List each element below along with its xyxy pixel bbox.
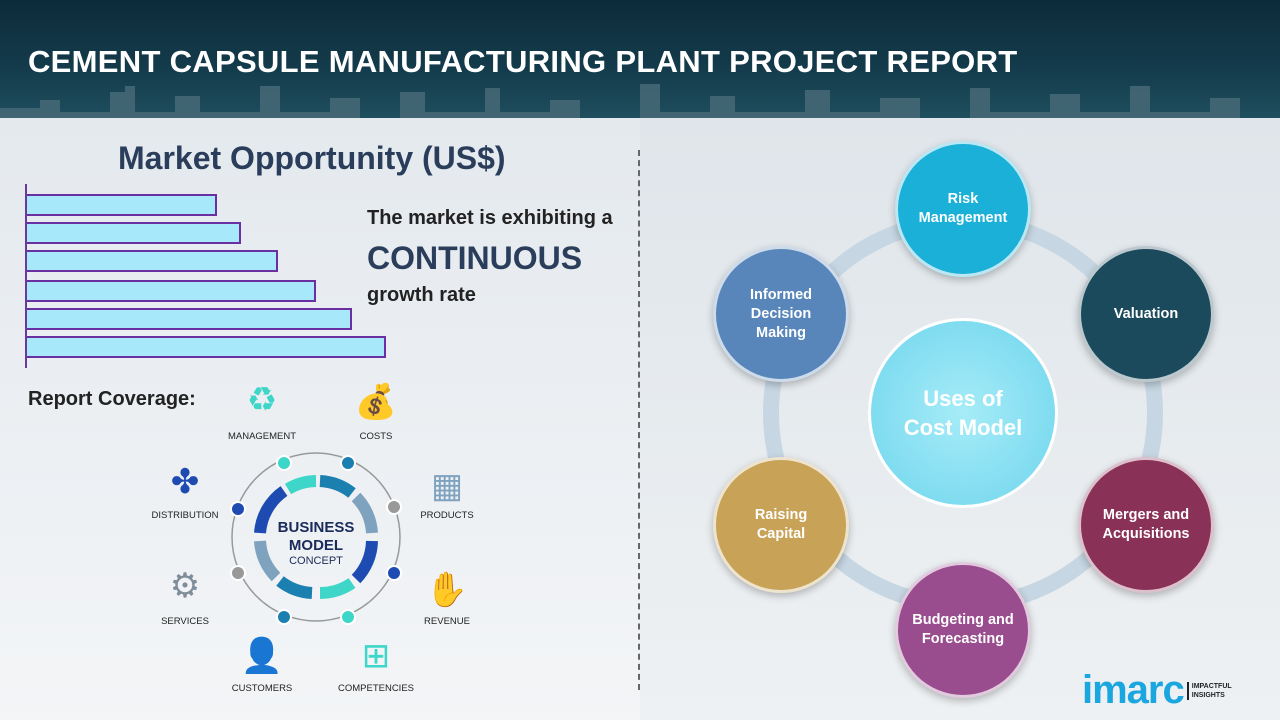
hierarchy-icon: ⊞ xyxy=(361,637,391,675)
use-circle: Budgeting and Forecasting xyxy=(895,562,1031,698)
market-bar xyxy=(27,336,386,358)
market-bar xyxy=(27,222,241,244)
user-icon: 👤 xyxy=(240,637,284,675)
coverage-revenue: REVENUE xyxy=(424,616,470,627)
logo-word: imarc xyxy=(1082,668,1185,712)
use-circle: Risk Management xyxy=(895,141,1031,277)
page-title: CEMENT CAPSULE MANUFACTURING PLANT PROJE… xyxy=(28,44,1018,79)
coverage-management: MANAGEMENT xyxy=(227,431,297,442)
coverage-competencies: COMPETENCIES xyxy=(337,683,414,694)
use-circle: Informed Decision Making xyxy=(713,246,849,382)
coverage-costs: COSTS xyxy=(359,431,393,442)
report-coverage-title: Report Coverage: xyxy=(28,388,196,410)
business-model-ring xyxy=(230,452,402,625)
market-bar xyxy=(27,194,217,216)
imarc-logo: imarc IMPACTFUL INSIGHTS xyxy=(1082,668,1232,713)
left-panel xyxy=(0,118,640,720)
use-circle: Valuation xyxy=(1078,246,1214,382)
market-text-3: growth rate xyxy=(367,284,476,306)
market-bar xyxy=(27,250,278,272)
coverage-distribution: DISTRIBUTION xyxy=(151,510,219,521)
concept-text: CONCEPT xyxy=(289,555,343,567)
gears-icon: ⚙ xyxy=(169,567,201,605)
market-text-2: CONTINUOUS xyxy=(367,240,583,276)
chart-axis xyxy=(25,184,27,368)
hand-coins-icon: ✋ xyxy=(425,571,469,609)
lightbulb-cycle-icon: ♻ xyxy=(246,381,278,419)
business-text: BUSINESS xyxy=(277,519,355,536)
coverage-products: PRODUCTS xyxy=(420,510,474,521)
market-bar xyxy=(27,308,352,330)
header-banner: CEMENT CAPSULE MANUFACTURING PLANT PROJE… xyxy=(0,0,1280,118)
model-text: MODEL xyxy=(288,537,344,554)
logo-tag-2: INSIGHTS xyxy=(1191,691,1225,699)
use-circle: Mergers and Acquisitions xyxy=(1078,457,1214,593)
money-bag-icon: 💰 xyxy=(354,383,398,421)
use-circle: Raising Capital xyxy=(713,457,849,593)
market-bar xyxy=(27,280,316,302)
coverage-customers: CUSTOMERS xyxy=(231,683,293,694)
coverage-services: SERVICES xyxy=(161,616,209,627)
market-title: Market Opportunity (US$) xyxy=(118,140,506,176)
market-text-1: The market is exhibiting a xyxy=(367,207,613,229)
box-icon: ▦ xyxy=(430,467,464,505)
city-skyline xyxy=(0,84,1280,118)
logo-tag-1: IMPACTFUL xyxy=(1191,682,1232,690)
divider xyxy=(638,150,640,690)
network-icon: ✤ xyxy=(170,463,200,501)
uses-center-circle: Uses of Cost Model xyxy=(868,318,1058,508)
